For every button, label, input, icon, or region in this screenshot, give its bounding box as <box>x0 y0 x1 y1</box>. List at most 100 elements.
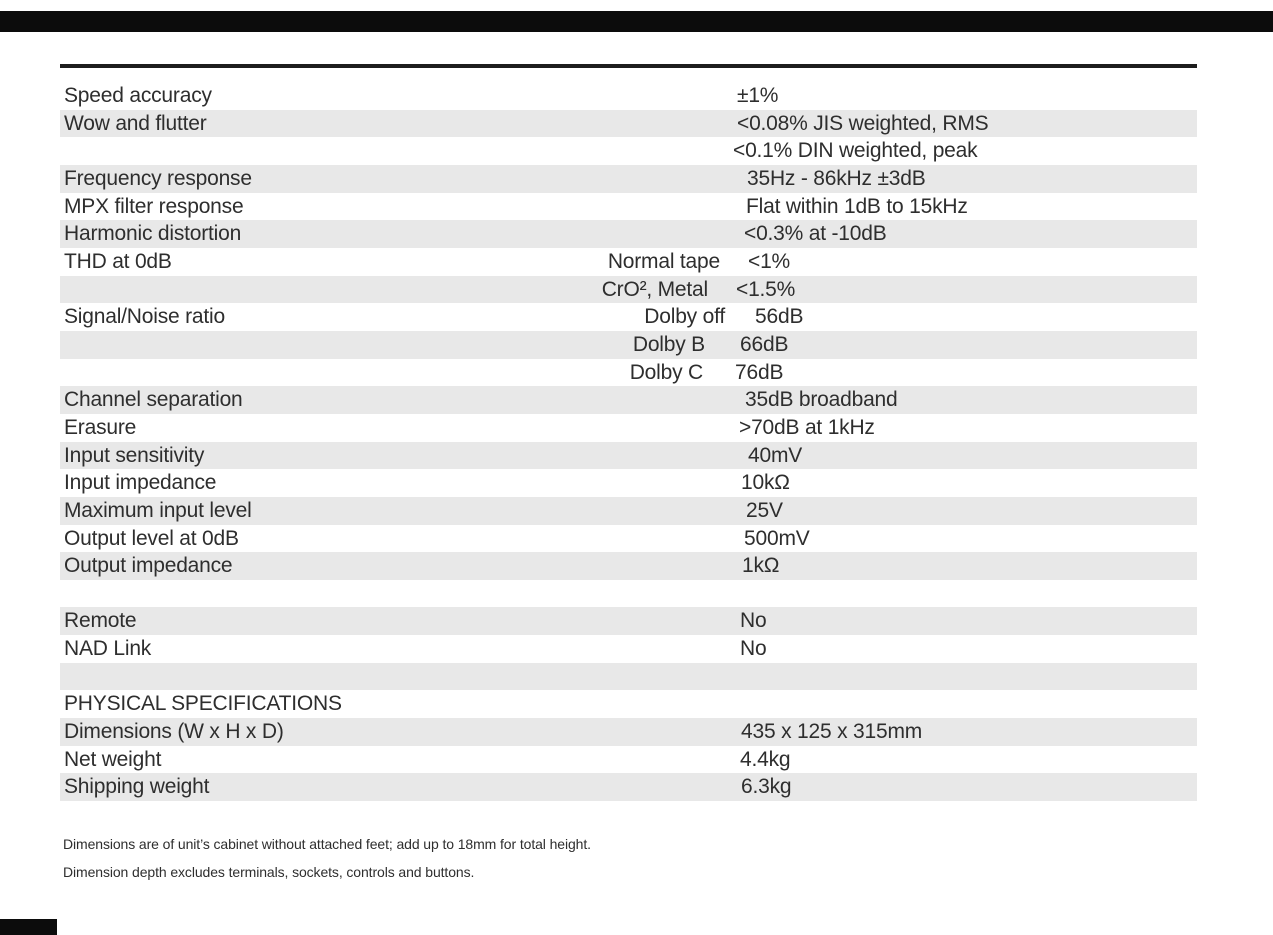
spec-value: No <box>740 637 767 661</box>
spec-condition <box>60 193 722 221</box>
spec-label: Output impedance <box>64 554 233 578</box>
table-row <box>60 580 1197 608</box>
table-row: Net weight 4.4kg <box>60 746 1197 774</box>
table-row: Frequency response 35Hz - 86kHz ±3dB <box>60 164 1197 193</box>
spec-condition <box>60 469 722 497</box>
spec-value: <0.3% at -10dB <box>744 222 887 246</box>
spec-label: Remote <box>64 609 137 633</box>
spec-label: MPX filter response <box>64 194 244 218</box>
spec-condition <box>60 580 722 608</box>
table-row: Output level at 0dB 500mV <box>60 525 1197 553</box>
spec-value: 76dB <box>735 360 784 384</box>
spec-label: Erasure <box>64 415 137 439</box>
spec-condition <box>60 635 722 663</box>
table-row: Harmonic distortion <0.3% at -10dB <box>60 220 1197 248</box>
spec-condition <box>60 386 722 414</box>
spec-condition <box>60 552 722 580</box>
table-row: Input sensitivity 40mV <box>60 441 1197 470</box>
table-row: Erasure >70dB at 1kHz <box>60 414 1197 442</box>
spec-label: Output level at 0dB <box>64 526 239 550</box>
table-top-rule <box>60 64 1197 68</box>
table-row: <0.1% DIN weighted, peak <box>60 137 1197 165</box>
spec-condition: Dolby B <box>632 332 705 356</box>
table-row: Dimensions (W x H x D) 435 x 125 x 315mm <box>60 718 1197 746</box>
table-row: Wow and flutter <0.08% JIS weighted, RMS <box>60 109 1197 138</box>
spec-value: <0.1% DIN weighted, peak <box>733 139 978 163</box>
spec-value: 500mV <box>744 526 810 550</box>
table-row: PHYSICAL SPECIFICATIONS <box>60 690 1197 718</box>
spec-value: ±1% <box>737 84 779 107</box>
spec-value: 10kΩ <box>741 471 790 495</box>
spec-value: 35dB broadband <box>745 388 898 412</box>
table-row: Shipping weight 6.3kg <box>60 773 1197 802</box>
spec-label: Frequency response <box>64 166 252 190</box>
spec-value: No <box>740 609 767 633</box>
table-row: Dolby C 76dB <box>60 359 1197 387</box>
spec-condition <box>60 414 722 442</box>
spec-condition <box>60 525 722 553</box>
table-row: Input impedance 10kΩ <box>60 469 1197 497</box>
spec-condition <box>60 690 722 718</box>
table-row: Dolby B 66dB <box>60 330 1197 359</box>
spec-value: 25V <box>746 498 783 522</box>
spec-label: THD at 0dB <box>64 249 172 273</box>
spec-condition <box>60 718 722 746</box>
table-row: NAD Link No <box>60 635 1197 663</box>
spec-label: Shipping weight <box>64 775 210 799</box>
spec-value: 66dB <box>740 332 789 356</box>
spec-condition <box>60 110 722 138</box>
spec-value: >70dB at 1kHz <box>739 415 875 439</box>
spec-condition <box>60 137 722 165</box>
table-row: Signal/Noise ratio Dolby off 56dB <box>60 303 1197 331</box>
table-row: Maximum input level 25V <box>60 496 1197 525</box>
scan-artifact-top-bar <box>0 11 1273 32</box>
spec-condition <box>60 165 722 193</box>
spec-condition <box>60 497 722 525</box>
spec-label: Input sensitivity <box>64 443 205 467</box>
spec-label: Input impedance <box>64 471 217 495</box>
spec-value: <1.5% <box>736 277 796 301</box>
footnote-cabinet-height: Dimensions are of unit’s cabinet without… <box>63 836 591 852</box>
spec-value: 1kΩ <box>742 554 780 578</box>
spec-condition <box>60 773 722 801</box>
spec-value: Flat within 1dB to 15kHz <box>746 194 968 218</box>
table-row: Remote No <box>60 607 1197 636</box>
spec-label: Signal/Noise ratio <box>64 305 225 329</box>
spec-condition: CrO², Metal <box>601 277 709 301</box>
scan-artifact-bottom-mark <box>0 919 57 935</box>
spec-condition <box>60 663 722 691</box>
table-row: THD at 0dB Normal tape <1% <box>60 248 1197 276</box>
spec-value: 435 x 125 x 315mm <box>741 720 923 744</box>
spec-condition <box>60 442 722 470</box>
spec-label: Harmonic distortion <box>64 222 242 246</box>
table-row: CrO², Metal <1.5% <box>60 275 1197 304</box>
table-row: Output impedance 1kΩ <box>60 552 1197 580</box>
specifications-table: Speed accuracy ±1% Wow and flutter <0.08% J… <box>60 82 1197 802</box>
spec-condition <box>60 82 722 110</box>
spec-condition: Dolby off <box>644 305 725 329</box>
spec-value: 40mV <box>748 443 803 467</box>
table-row: Channel separation 35dB broadband <box>60 386 1197 414</box>
spec-condition: Normal tape <box>607 249 720 273</box>
spec-value: <0.08% JIS weighted, RMS <box>737 111 989 135</box>
spec-label: NAD Link <box>64 637 152 661</box>
spec-label: Channel separation <box>64 388 243 412</box>
footnote-depth-excludes: Dimension depth excludes terminals, sock… <box>63 864 475 880</box>
spec-condition <box>60 220 722 248</box>
spec-value: <1% <box>748 249 791 273</box>
spec-label: Maximum input level <box>64 498 252 522</box>
spec-condition: Dolby C <box>629 360 703 384</box>
spec-label: Wow and flutter <box>64 111 207 135</box>
spec-label: Dimensions (W x H x D) <box>64 720 284 744</box>
spec-label: Net weight <box>64 747 162 771</box>
table-row <box>60 662 1197 691</box>
spec-condition <box>60 607 722 635</box>
spec-value: 6.3kg <box>741 775 792 799</box>
spec-value: 35Hz - 86kHz ±3dB <box>747 166 926 190</box>
spec-condition <box>60 746 722 774</box>
spec-value: 56dB <box>755 305 804 329</box>
table-row: MPX filter response Flat within 1dB to 15… <box>60 193 1197 221</box>
spec-value: 4.4kg <box>740 747 791 771</box>
spec-label: PHYSICAL SPECIFICATIONS <box>64 692 342 716</box>
